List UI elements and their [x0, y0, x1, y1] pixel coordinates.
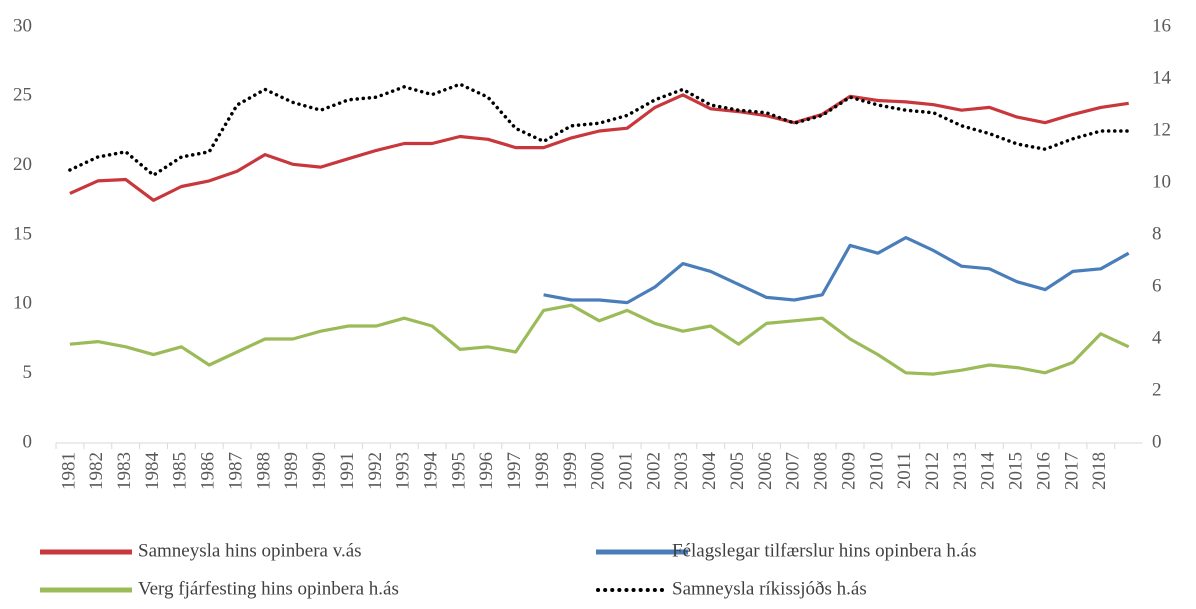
x-tick-label: 2017	[1061, 452, 1082, 490]
x-tick-label: 1991	[337, 452, 358, 490]
x-tick-label: 2012	[922, 452, 943, 490]
line-series	[69, 93, 1129, 202]
x-tick-label: 1995	[448, 452, 469, 490]
x-tick-label: 2004	[699, 452, 720, 491]
x-tick-label: 1996	[476, 452, 497, 490]
x-tick-label: 2011	[894, 452, 915, 489]
y2-tick-label: 6	[1152, 275, 1162, 296]
x-tick-label: 2005	[727, 452, 748, 490]
line-series	[68, 82, 1131, 177]
x-tick-label: 2015	[1006, 452, 1027, 490]
x-tick-label: 1994	[420, 452, 441, 491]
y-tick-label: 10	[13, 293, 32, 314]
x-tick-label: 1992	[365, 452, 386, 490]
y-tick-label: 15	[13, 223, 32, 244]
y2-tick-label: 4	[1152, 327, 1162, 348]
x-tick-label: 1983	[114, 452, 135, 490]
x-tick-label: 1984	[142, 452, 163, 491]
x-tick-label: 1997	[504, 452, 525, 490]
x-tick-label: 2003	[671, 452, 692, 490]
x-tick-label: 1999	[560, 452, 581, 490]
x-tick-label: 1998	[532, 452, 553, 490]
y-tick-label: 25	[13, 85, 32, 106]
x-tick-label: 1985	[170, 452, 191, 490]
y-tick-label: 5	[23, 362, 33, 383]
legend-label: Samneysla hins opinbera v.ás	[138, 540, 362, 561]
x-tick-label: 2016	[1033, 452, 1054, 490]
x-tick-label: 1987	[225, 452, 246, 490]
x-tick-label: 2007	[783, 452, 804, 490]
x-tick-label: 2010	[866, 452, 887, 490]
y2-tick-label: 8	[1152, 223, 1162, 244]
x-tick-label: 1982	[86, 452, 107, 490]
x-tick-label: 2001	[616, 452, 637, 490]
x-tick-label: 2002	[643, 452, 664, 490]
x-tick-label: 1993	[393, 452, 414, 490]
x-tick-label: 2013	[950, 452, 971, 490]
y2-tick-label: 2	[1152, 379, 1162, 400]
y-tick-label: 30	[13, 15, 32, 36]
x-tick-label: 1986	[198, 452, 219, 490]
x-tick-label: 2009	[838, 452, 859, 490]
x-tick-label: 2000	[588, 452, 609, 490]
x-tick-label: 1989	[281, 452, 302, 490]
x-tick-label: 2008	[811, 452, 832, 490]
line-series	[69, 303, 1130, 376]
y-tick-label: 0	[23, 431, 33, 452]
x-tick-label: 1981	[58, 452, 79, 490]
y2-tick-label: 10	[1152, 171, 1171, 192]
line-series	[543, 236, 1130, 305]
y2-tick-label: 16	[1152, 15, 1171, 36]
x-tick-label: 1990	[309, 452, 330, 490]
x-tick-label: 2006	[755, 452, 776, 490]
legend-label: Verg fjárfesting hins opinbera h.ás	[138, 578, 399, 599]
y2-tick-label: 0	[1152, 431, 1162, 452]
x-tick-label: 2018	[1089, 452, 1110, 490]
y2-tick-label: 12	[1152, 119, 1171, 140]
legend-label: Félagslegar tilfærslur hins opinbera h.á…	[672, 540, 976, 561]
x-tick-label: 2014	[978, 452, 999, 491]
y2-tick-label: 14	[1152, 67, 1172, 88]
y-tick-label: 20	[13, 154, 32, 175]
x-tick-label: 1988	[253, 452, 274, 490]
legend-label: Samneysla ríkissjóðs h.ás	[672, 578, 867, 599]
